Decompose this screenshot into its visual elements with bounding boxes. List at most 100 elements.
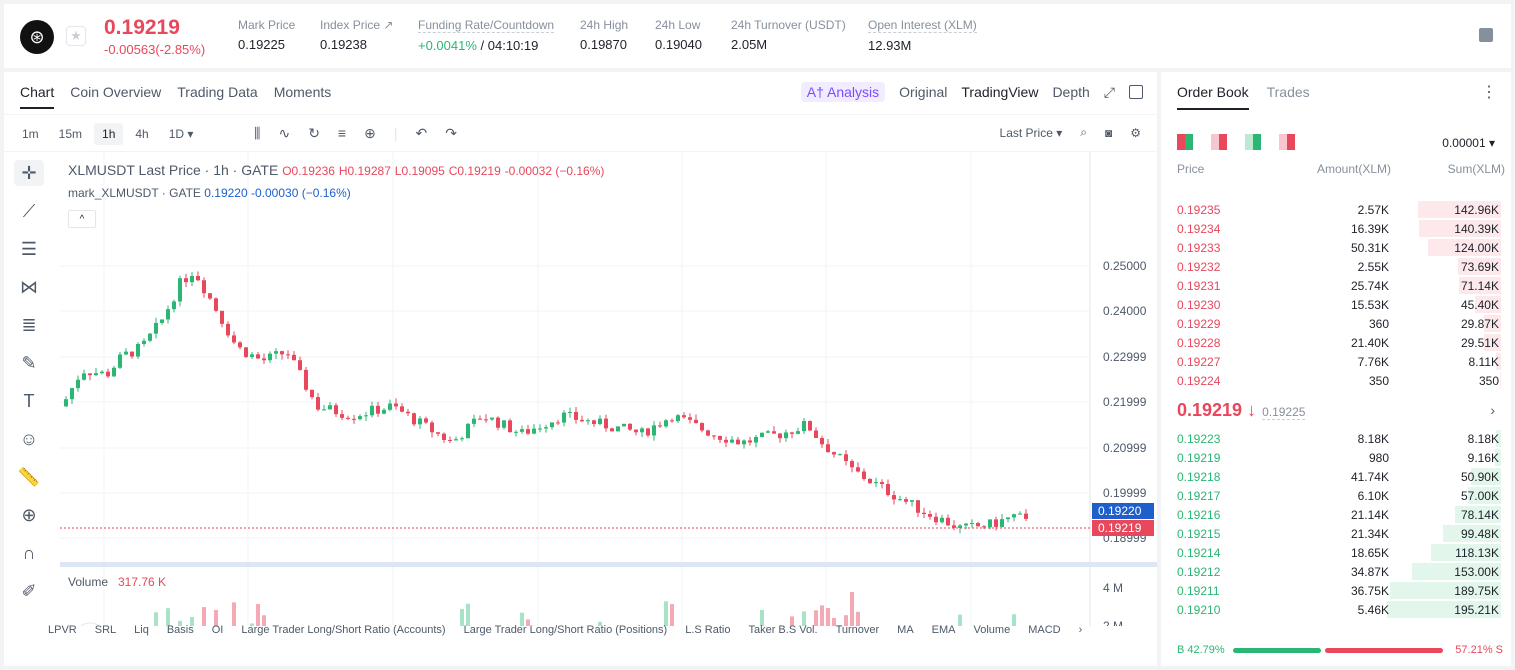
mode-both-icon[interactable] — [1177, 134, 1193, 150]
indicator-tab[interactable]: EMA — [931, 624, 956, 636]
interval-4h[interactable]: 4h — [135, 127, 149, 141]
pencil-icon[interactable]: ✐ — [21, 580, 37, 601]
tab-trades[interactable]: Trades — [1266, 84, 1310, 100]
add-indicator-icon[interactable]: ⊕ — [364, 125, 376, 141]
replay-icon[interactable]: ↻ — [308, 125, 320, 141]
ask-row[interactable]: 0.19228 21.40K 29.51K — [1161, 333, 1511, 352]
candle-body — [94, 373, 98, 376]
mode-asks-icon[interactable] — [1211, 134, 1227, 150]
indicator-tab[interactable]: MACD — [1028, 624, 1061, 636]
ask-row[interactable]: 0.19234 16.39K 140.39K — [1161, 219, 1511, 238]
indicator-tab[interactable]: › — [1078, 624, 1083, 636]
stat-index-price[interactable]: Index Price ↗ 0.19238 — [320, 18, 393, 52]
search-icon[interactable]: ⌕ — [1080, 125, 1087, 139]
tab-coin-overview[interactable]: Coin Overview — [70, 84, 162, 100]
bid-row[interactable]: 0.19214 18.65K 118.13K — [1161, 543, 1511, 562]
magnet-icon[interactable]: ∩ — [22, 542, 36, 563]
undo-icon[interactable]: ↶ — [415, 125, 428, 141]
ask-row[interactable]: 0.19229 360 29.87K — [1161, 314, 1511, 333]
interval-1d-dropdown[interactable]: 1D ▾ — [168, 127, 194, 141]
view-depth[interactable]: Depth — [1052, 84, 1090, 100]
indicator-tab[interactable]: Turnover — [835, 624, 880, 636]
ask-row[interactable]: 0.19227 7.76K 8.11K — [1161, 352, 1511, 371]
row-sum: 50.90K — [1460, 470, 1499, 484]
chevron-right-icon[interactable]: › — [1490, 402, 1495, 418]
pattern-icon[interactable]: ⋈ — [20, 276, 38, 297]
row-amount: 34.87K — [1350, 565, 1389, 579]
ruler-icon[interactable]: 📏 — [17, 466, 41, 487]
bid-row[interactable]: 0.19218 41.74K 50.90K — [1161, 467, 1511, 486]
indicator-tab[interactable]: Liq — [134, 624, 149, 636]
candle-body — [136, 343, 140, 357]
zoom-icon[interactable]: ⊕ — [21, 504, 37, 525]
indicator-tab[interactable]: L.S Ratio — [685, 624, 731, 636]
view-tradingview[interactable]: TradingView — [961, 84, 1039, 100]
redo-icon[interactable]: ↷ — [445, 125, 457, 141]
depth-bar — [1483, 315, 1501, 332]
ask-row[interactable]: 0.19230 15.53K 45.40K — [1161, 295, 1511, 314]
candle-body — [64, 399, 68, 407]
bid-row[interactable]: 0.19219 980 9.16K — [1161, 448, 1511, 467]
interval-15m[interactable]: 15m — [58, 127, 83, 141]
precision-dropdown[interactable]: 0.00001 ▾ — [1442, 136, 1495, 150]
ai-analysis-button[interactable]: A† Analysis — [800, 82, 886, 102]
fullscreen-icon[interactable]: ⤢ — [1103, 83, 1115, 100]
camera-icon[interactable]: ◙ — [1104, 125, 1113, 140]
fib-icon[interactable]: ≣ — [21, 314, 37, 335]
ask-row[interactable]: 0.19235 2.57K 142.96K — [1161, 200, 1511, 219]
bid-row[interactable]: 0.19210 5.46K 195.21K — [1161, 600, 1511, 619]
price-type-dropdown[interactable]: Last Price ▾ — [999, 125, 1063, 140]
row-sum: 195.21K — [1454, 603, 1499, 617]
indicator-tab[interactable]: Large Trader Long/Short Ratio (Accounts) — [241, 624, 446, 636]
ask-row[interactable]: 0.19232 2.55K 73.69K — [1161, 257, 1511, 276]
mode-bids-icon[interactable] — [1245, 134, 1261, 150]
tab-order-book[interactable]: Order Book — [1177, 84, 1249, 110]
view-original[interactable]: Original — [899, 84, 948, 100]
more-icon[interactable]: ⋮ — [1481, 84, 1497, 101]
templates-icon[interactable]: ≡ — [337, 125, 347, 141]
trendline-icon[interactable]: ⟋ — [22, 200, 36, 221]
candlestick-icon[interactable]: ⫼ — [254, 125, 261, 141]
ask-row[interactable]: 0.19231 25.74K 71.14K — [1161, 276, 1511, 295]
emoji-icon[interactable]: ☺ — [19, 428, 39, 449]
indicator-tab[interactable]: LPVR — [48, 624, 77, 636]
bid-row[interactable]: 0.19223 8.18K 8.18K — [1161, 429, 1511, 448]
bid-row[interactable]: 0.19212 34.87K 153.00K — [1161, 562, 1511, 581]
interval-1m[interactable]: 1m — [22, 127, 39, 141]
indicator-tab[interactable]: Taker B.S Vol. — [748, 624, 818, 636]
collapse-legend-button[interactable]: ^ — [68, 210, 96, 228]
price-chart[interactable]: 0.25000 0.24000 0.22999 0.21999 0.20999 0.199… — [60, 152, 1157, 626]
brush-icon[interactable]: ✎ — [21, 352, 37, 373]
indicator-tab[interactable]: Volume — [973, 624, 1011, 636]
volume-bar — [262, 615, 266, 626]
row-amount: 21.34K — [1350, 527, 1389, 541]
interval-1h[interactable]: 1h — [94, 123, 124, 145]
row-sum: 8.11K — [1468, 355, 1499, 369]
crosshair-icon[interactable]: ✛ — [14, 160, 44, 186]
bid-row[interactable]: 0.19216 21.14K 78.14K — [1161, 505, 1511, 524]
indicators-icon[interactable]: ∿ — [278, 125, 291, 141]
bid-row[interactable]: 0.19215 21.34K 99.48K — [1161, 524, 1511, 543]
indicator-tab[interactable]: Large Trader Long/Short Ratio (Positions… — [463, 624, 668, 636]
bid-row[interactable]: 0.19211 36.75K 189.75K — [1161, 581, 1511, 600]
book-icon[interactable] — [1479, 28, 1493, 42]
window-icon[interactable] — [1129, 85, 1143, 99]
ask-row[interactable]: 0.19224 350 350 — [1161, 371, 1511, 390]
bid-row[interactable]: 0.19217 6.10K 57.00K — [1161, 486, 1511, 505]
stat-value: 0.19225 — [238, 37, 285, 52]
settings-icon[interactable]: ⚙ — [1130, 125, 1141, 140]
indicator-tab[interactable]: SRL — [94, 624, 117, 636]
mode-compact-icon[interactable] — [1279, 134, 1295, 150]
favorite-star-icon[interactable]: ★ — [66, 26, 86, 46]
ask-row[interactable]: 0.19233 50.31K 124.00K — [1161, 238, 1511, 257]
indicator-tab[interactable]: Basis — [166, 624, 194, 636]
indicator-tab[interactable]: OI — [211, 624, 224, 636]
indicator-tab[interactable]: MA — [897, 624, 914, 636]
tab-chart[interactable]: Chart — [20, 84, 55, 109]
tab-trading-data[interactable]: Trading Data — [177, 84, 258, 100]
text-icon[interactable]: T — [23, 390, 35, 411]
row-sum: 8.18K — [1467, 432, 1499, 446]
depth-bar — [1457, 258, 1501, 275]
tab-moments[interactable]: Moments — [273, 84, 332, 100]
horizontal-lines-icon[interactable]: ☰ — [20, 238, 38, 259]
